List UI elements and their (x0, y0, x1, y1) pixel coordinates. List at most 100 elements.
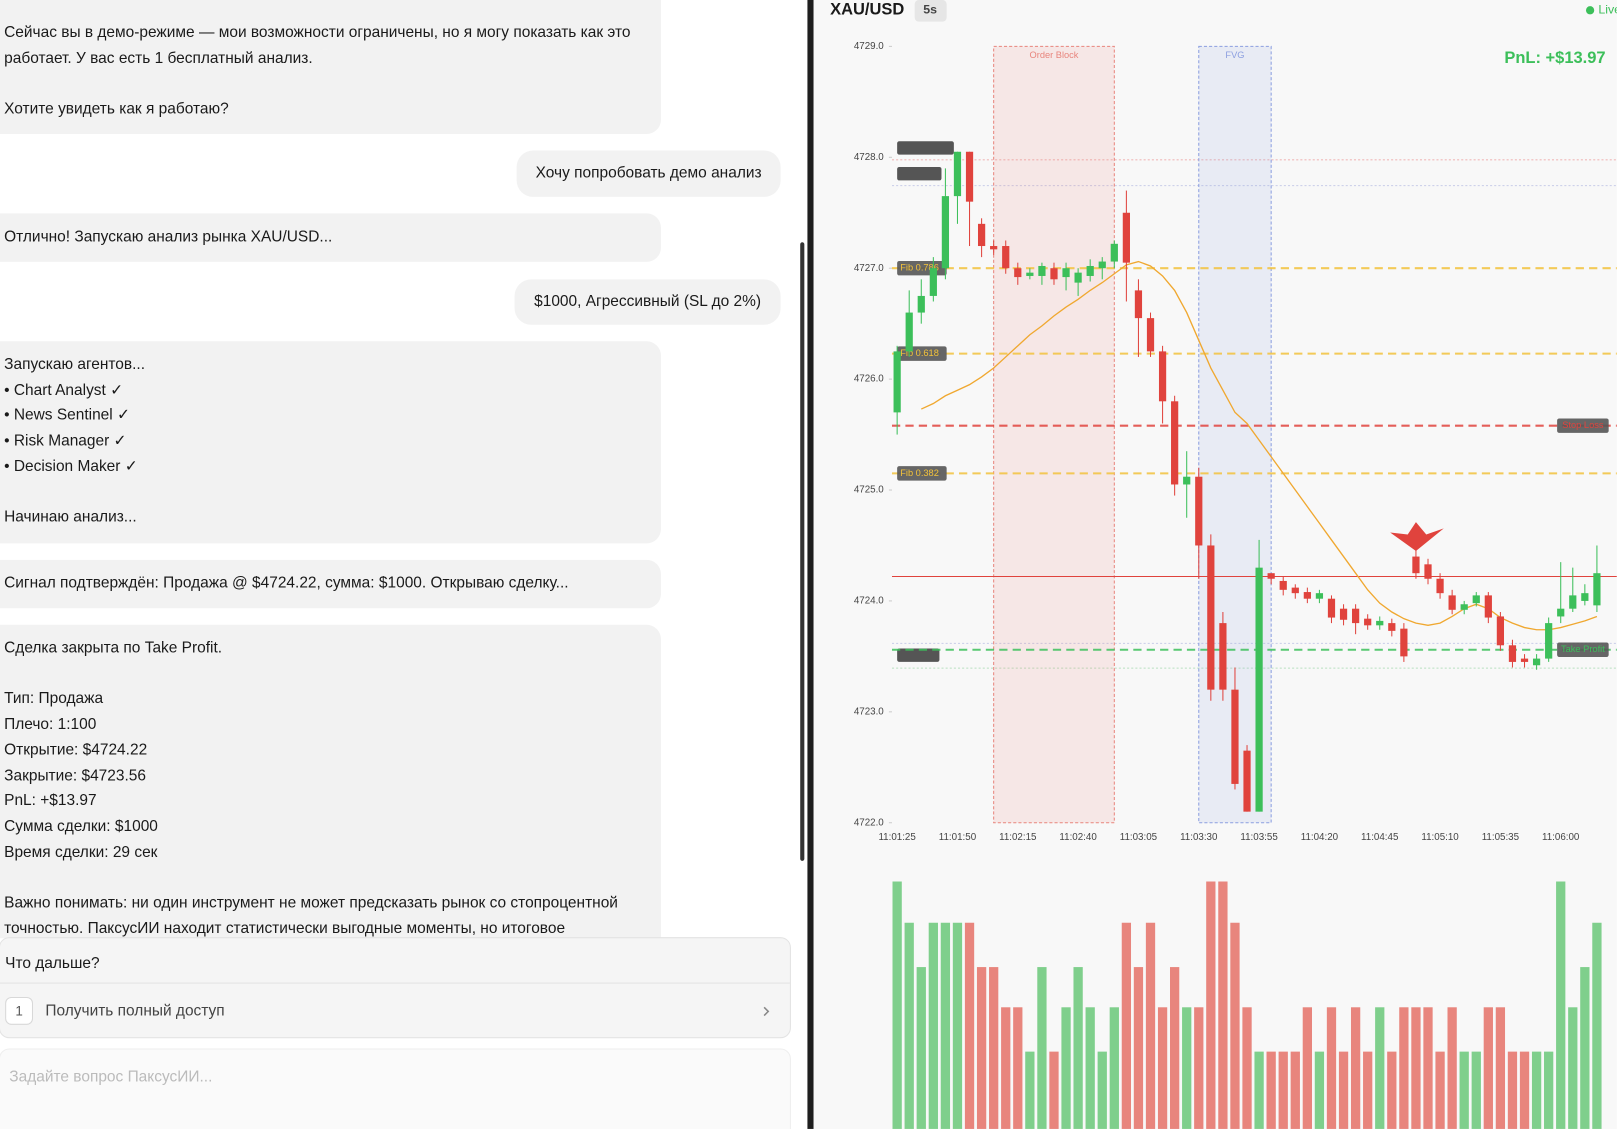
candle-body (917, 295, 925, 313)
label-box (897, 167, 942, 181)
volume-bar (1073, 967, 1083, 1129)
candle-body (1508, 645, 1517, 662)
x-tick-label: 11:03:05 (1120, 832, 1158, 843)
candle-body (1231, 689, 1239, 784)
volume-bar (1519, 1051, 1530, 1129)
candle-body (953, 151, 962, 197)
volume-bar (1206, 881, 1216, 1129)
candle-body (1581, 593, 1589, 601)
volume-bar (1001, 1007, 1011, 1129)
volume-bar (1326, 1007, 1337, 1129)
volume-bar (952, 922, 963, 1129)
volume-bar (1459, 1051, 1469, 1129)
volume-bar (1507, 1051, 1518, 1129)
x-tick-label: 11:04:45 (1361, 832, 1399, 843)
volume-bar (1218, 881, 1228, 1129)
zone (993, 45, 1115, 824)
label-box (897, 648, 940, 662)
volume-bar (1157, 1007, 1168, 1129)
user-message: Хочу попробовать демо анализ (516, 150, 781, 197)
divider[interactable] (807, 0, 814, 1129)
volume-bar (1037, 967, 1047, 1129)
candle-body (1376, 620, 1384, 626)
volume-bar (1121, 922, 1132, 1129)
candle-body (1460, 604, 1468, 610)
volume-bar (1568, 1007, 1578, 1129)
volume-bar (1363, 1051, 1373, 1129)
candle-body (905, 312, 913, 352)
candle-body (941, 196, 950, 269)
candle-body (1520, 658, 1529, 662)
candle-body (1303, 592, 1311, 599)
candle-body (1171, 401, 1179, 485)
x-tick-label: 11:06:00 (1542, 832, 1580, 843)
candle-body (990, 246, 998, 250)
x-tick-label: 11:03:30 (1180, 832, 1218, 843)
volume-bar (1423, 1007, 1433, 1129)
volume-bar (1580, 967, 1590, 1129)
candle-body (1158, 351, 1167, 402)
candle-body (1279, 580, 1287, 590)
volume-bar (1242, 1007, 1252, 1129)
volume-bar (1350, 1007, 1361, 1129)
volume-bar (1375, 1007, 1385, 1129)
placeholder: Задайте вопрос ПаксусИИ... (9, 1068, 213, 1086)
candle-body (1352, 608, 1360, 624)
pnl: PnL: +$13.97 (1504, 49, 1605, 67)
x-tick-label: 11:02:40 (1059, 832, 1097, 843)
candle-body (1255, 567, 1263, 812)
volume-bar (964, 922, 975, 1129)
option-number: 1 (5, 996, 33, 1025)
level-label: Take Profit (1561, 644, 1605, 654)
candle-body (1569, 595, 1577, 609)
next-title: Что дальше? (5, 954, 100, 973)
volume-bar (989, 967, 999, 1129)
candle-body (1412, 556, 1420, 574)
volume-bar (1302, 1007, 1312, 1129)
y-tick-label: 4729.0 (854, 41, 884, 52)
candle-body (965, 151, 974, 202)
volume-bar (1435, 1051, 1445, 1129)
candle-body (1038, 265, 1046, 276)
candle-body (1098, 261, 1106, 269)
candle-body (1002, 246, 1010, 269)
volume-bar (1097, 1051, 1107, 1129)
y-tick-label: 4723.0 (854, 706, 884, 717)
volume-bar (892, 881, 902, 1129)
candle-body (1315, 593, 1324, 599)
level-label: Fib 0.618 (900, 348, 939, 358)
volume-bar (1109, 1007, 1119, 1129)
assistant-message: Сейчас вы в демо-режиме — мои возможност… (0, 0, 661, 135)
x-tick-label: 11:01:25 (878, 832, 916, 843)
volume-bar (1290, 1051, 1300, 1129)
timeframe: 5s (923, 3, 937, 17)
volume-bar (1278, 1051, 1288, 1129)
candle-body (1146, 318, 1155, 352)
candle-body (1484, 595, 1492, 618)
volume-bar (1399, 1007, 1409, 1129)
x-tick-label: 11:04:20 (1301, 832, 1339, 843)
assistant-message: Сигнал подтверждён: Продажа @ $4724.22, … (0, 559, 661, 609)
y-tick-label: 4728.0 (854, 152, 884, 163)
candle-body (1400, 628, 1408, 657)
candle-body (1183, 476, 1191, 485)
candle-body (1448, 595, 1456, 610)
separator (0, 982, 790, 984)
x-tick-label: 11:03:55 (1240, 832, 1278, 843)
candle-body (1291, 587, 1299, 594)
chat-history: Сейчас вы в демо-режиме — мои возможност… (0, 0, 800, 939)
y-tick-label: 4724.0 (854, 596, 884, 607)
volume-bar (1531, 1051, 1542, 1129)
candle-body (1364, 618, 1372, 626)
volume-bar (1133, 967, 1144, 1129)
level-label-box (1557, 642, 1609, 657)
symbol: XAU/USD (830, 1, 904, 19)
option[interactable]: 1 Получить полный доступ (0, 984, 790, 1039)
timeframe-pill[interactable] (914, 0, 947, 22)
y-tick-label: 4727.0 (854, 263, 884, 274)
x-tick-label: 11:05:35 (1482, 832, 1520, 843)
user-message: $1000, Агрессивный (SL до 2%) (514, 279, 781, 325)
volume-bar (1085, 1007, 1095, 1129)
message-input[interactable]: Задайте вопрос ПаксусИИ... (0, 1048, 791, 1129)
scrollbar[interactable] (800, 242, 805, 861)
